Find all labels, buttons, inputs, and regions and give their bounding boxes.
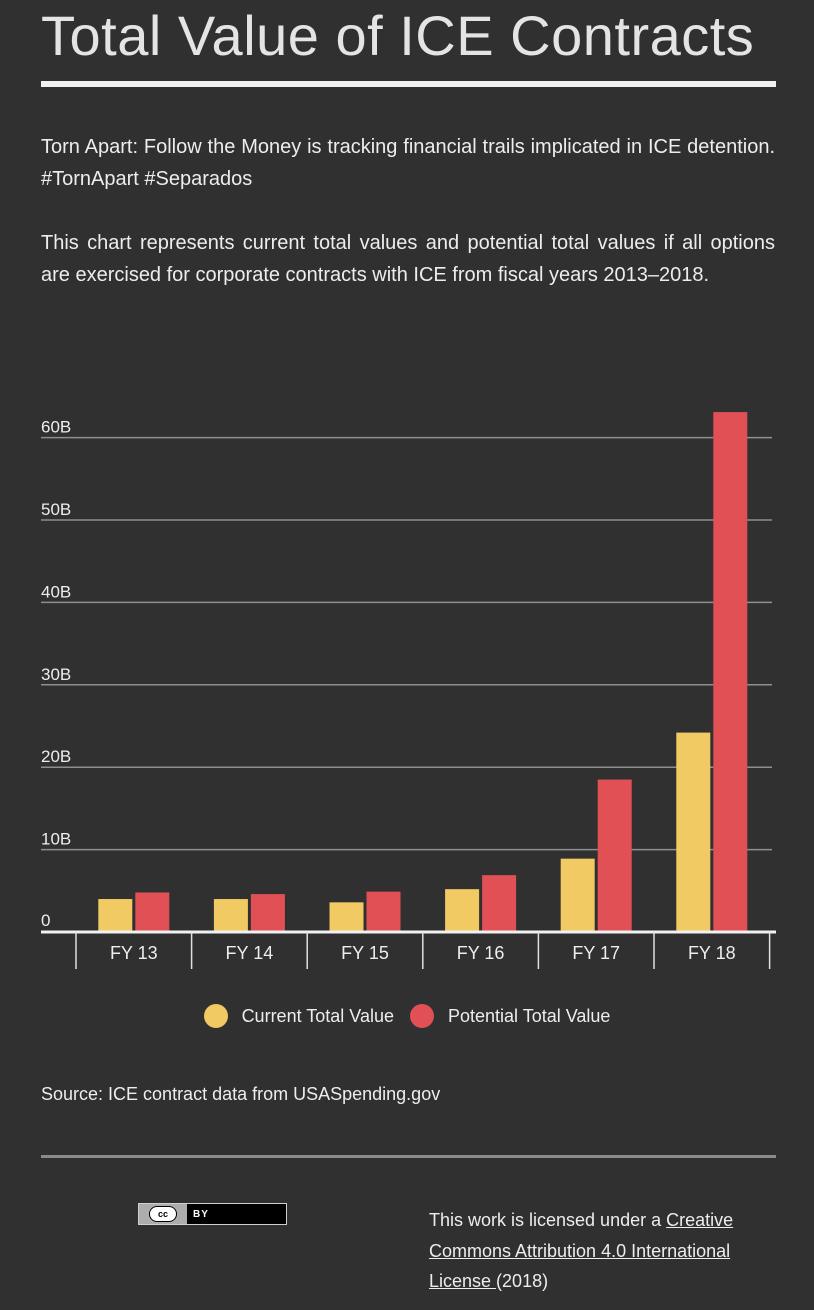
- bar-current: [560, 858, 595, 932]
- legend-label-potential: Potential Total Value: [447, 1005, 611, 1026]
- bar-current: [98, 899, 133, 932]
- cc-by-label: BY: [193, 1208, 209, 1220]
- license-link[interactable]: Creative Commons Attribution 4.0 Interna…: [429, 1210, 734, 1291]
- bar-potential: [482, 875, 517, 932]
- footer-divider: [41, 1155, 776, 1158]
- page-title: Total Value of ICE Contracts: [41, 4, 755, 67]
- y-tick-label: 40B: [41, 582, 71, 601]
- bar-potential: [135, 892, 170, 932]
- legend-swatch-potential: [409, 1004, 434, 1028]
- bar-chart: 0 10B 20B 30B 40B 50B 60B FY 13 FY 14 FY 15 FY 16 F…: [41, 412, 776, 969]
- cc-logo-icon: cc: [139, 1204, 187, 1224]
- license-text: This work is licensed under a Creative C…: [429, 1205, 779, 1297]
- bar-current: [213, 899, 248, 932]
- legend-item-potential[interactable]: Potential Total Value: [409, 1004, 611, 1028]
- bar-potential: [250, 894, 285, 932]
- x-tick-label: FY 16: [457, 943, 505, 963]
- bar-current: [329, 902, 364, 932]
- bar-potential: [366, 891, 401, 932]
- y-tick-label: 10B: [41, 830, 71, 849]
- legend-swatch-current: [203, 1004, 228, 1028]
- title-divider: [41, 81, 776, 87]
- x-tick-label: FY 15: [341, 943, 389, 963]
- bar-current: [445, 889, 480, 932]
- source-note: Source: ICE contract data from USASpendi…: [41, 1084, 441, 1104]
- x-tick-label: FY 14: [226, 943, 274, 963]
- y-tick-label: 20B: [41, 747, 71, 766]
- x-tick-label: FY 13: [110, 943, 158, 963]
- legend-label-current: Current Total Value: [241, 1005, 394, 1026]
- cc-symbol: cc: [149, 1206, 177, 1222]
- y-tick-label: 50B: [41, 500, 71, 519]
- chart-description: This chart represents current total valu…: [41, 232, 775, 286]
- intro-paragraph: Torn Apart: Follow the Money is tracking…: [41, 136, 775, 190]
- y-tick-label: 0: [41, 911, 50, 930]
- license-prefix: This work is licensed under a: [429, 1210, 667, 1230]
- bar-current: [676, 732, 711, 932]
- legend-item-current[interactable]: Current Total Value: [203, 1004, 394, 1028]
- license-suffix: (2018): [496, 1271, 549, 1291]
- bar-potential: [713, 412, 748, 932]
- x-tick-label: FY 18: [688, 943, 736, 963]
- y-tick-label: 60B: [41, 418, 71, 437]
- y-tick-label: 30B: [41, 665, 71, 684]
- cc-by-license-badge[interactable]: cc BY: [138, 1203, 287, 1225]
- bar-potential: [597, 779, 632, 932]
- x-tick-label: FY 17: [572, 943, 620, 963]
- chart-legend: Current Total Value Potential Total Valu…: [0, 1004, 814, 1028]
